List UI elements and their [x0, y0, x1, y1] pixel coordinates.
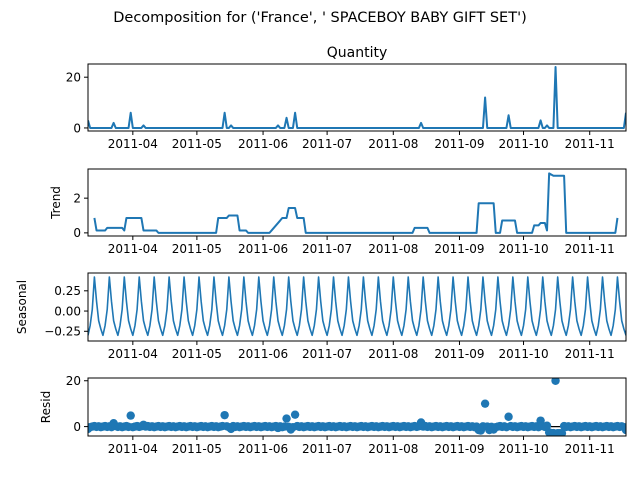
y-axis-label: Resid [39, 391, 53, 423]
x-tick-label: 2011-11 [565, 442, 615, 456]
x-tick-label: 2011-04 [108, 347, 158, 361]
y-tick-label: 0.00 [54, 304, 81, 318]
x-tick-label: 2011-07 [302, 137, 352, 151]
resid-point [126, 411, 135, 420]
x-tick-label: 2011-05 [172, 137, 222, 151]
x-tick-label: 2011-09 [434, 347, 484, 361]
resid-point [542, 421, 552, 430]
x-tick-label: 2011-04 [108, 137, 158, 151]
x-tick-label: 2011-08 [368, 442, 418, 456]
x-tick-label: 2011-05 [172, 242, 222, 256]
panel-frame [87, 168, 627, 237]
series-line-trend [93, 172, 619, 234]
resid-point [480, 399, 490, 408]
y-tick-label: 0 [73, 121, 81, 135]
x-tick-label: 2011-11 [565, 242, 615, 256]
x-tick-label: 2011-11 [565, 347, 615, 361]
series-line-seasonal [88, 276, 626, 337]
resid-point [504, 412, 513, 421]
panel-frame [87, 63, 627, 132]
panel-frame [87, 272, 627, 342]
x-tick-label: 2011-05 [172, 347, 222, 361]
y-tick-label: 0 [73, 226, 81, 240]
x-tick-label: 2011-08 [368, 347, 418, 361]
x-tick-label: 2011-07 [302, 242, 352, 256]
panel-plot-area [88, 66, 626, 129]
x-tick-label: 2011-10 [498, 442, 548, 456]
panels-group: 2011-04 2011-05 2011-06 2011-07 2011-08 2011-… [15, 45, 627, 456]
panel-seasonal: 2011-04 2011-05 2011-06 2011-07 2011-08 2011-… [15, 272, 627, 361]
x-tick-label: 2011-08 [368, 242, 418, 256]
resid-point [557, 429, 567, 436]
y-tick-label: −0.25 [44, 325, 81, 339]
panel-plot-area [88, 378, 626, 436]
x-tick-label: 2011-05 [172, 442, 222, 456]
x-tick-label: 2011-06 [238, 137, 288, 151]
panel-title: Quantity [327, 45, 388, 61]
y-tick-label: 20 [66, 70, 81, 84]
y-axis-label: Trend [49, 186, 63, 220]
y-axis-label: Seasonal [15, 280, 29, 334]
x-tick-label: 2011-10 [498, 347, 548, 361]
x-tick-label: 2011-07 [302, 347, 352, 361]
panel-frame [87, 377, 627, 437]
y-tick-label: 0.25 [54, 284, 81, 298]
resid-point [220, 410, 229, 420]
series-line-observed [88, 66, 626, 129]
y-tick-label: 20 [66, 374, 81, 388]
x-tick-label: 2011-11 [565, 137, 615, 151]
x-tick-label: 2011-10 [498, 242, 548, 256]
y-tick-label: 0 [73, 420, 81, 434]
resid-point [551, 378, 560, 385]
x-tick-label: 2011-06 [238, 347, 288, 361]
panel-plot-area [88, 276, 626, 337]
x-tick-label: 2011-07 [302, 442, 352, 456]
panel-observed: 2011-04 2011-05 2011-06 2011-07 2011-08 2011-… [66, 45, 627, 151]
panel-plot-area [93, 172, 619, 234]
x-tick-label: 2011-08 [368, 137, 418, 151]
x-tick-label: 2011-04 [108, 442, 158, 456]
x-tick-label: 2011-09 [434, 442, 484, 456]
resid-point [88, 424, 93, 434]
x-tick-label: 2011-09 [434, 137, 484, 151]
panel-resid: 2011-04 2011-05 2011-06 2011-07 2011-08 2011-… [39, 374, 627, 456]
x-tick-label: 2011-09 [434, 242, 484, 256]
x-tick-label: 2011-10 [498, 137, 548, 151]
resid-point [282, 414, 291, 423]
panel-trend: 2011-04 2011-05 2011-06 2011-07 2011-08 2011-… [49, 168, 627, 256]
x-tick-label: 2011-06 [238, 442, 288, 456]
resid-point [621, 425, 626, 435]
y-tick-label: 2 [73, 191, 81, 205]
figure-suptitle: Decomposition for ('France', ' SPACEBOY … [113, 10, 526, 26]
x-tick-label: 2011-04 [108, 242, 158, 256]
x-tick-label: 2011-06 [238, 242, 288, 256]
resid-point [290, 410, 300, 419]
